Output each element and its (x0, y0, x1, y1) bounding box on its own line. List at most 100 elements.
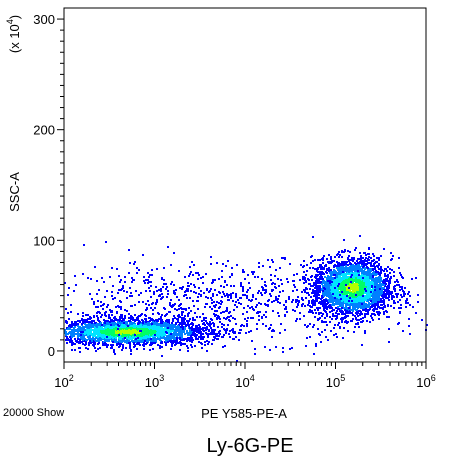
event-dot (385, 295, 387, 297)
event-dot (374, 266, 376, 268)
event-dot (86, 339, 88, 341)
event-dot (374, 291, 376, 293)
event-dot (154, 342, 156, 344)
event-dot (330, 258, 332, 260)
event-dot (348, 311, 350, 313)
event-dot (357, 306, 359, 308)
event-dot (71, 329, 73, 331)
event-dot (399, 299, 401, 301)
event-dot (92, 335, 94, 337)
event-dot (316, 275, 318, 277)
event-dot (325, 264, 327, 266)
event-dot (338, 256, 340, 258)
event-dot (381, 304, 383, 306)
event-dot (120, 326, 122, 328)
event-dot (142, 337, 144, 339)
event-dot (386, 287, 388, 289)
event-dot (160, 324, 162, 326)
event-dot (328, 299, 330, 301)
event-dot (326, 303, 328, 305)
event-dot (328, 306, 330, 308)
event-dot (201, 343, 203, 345)
event-dot (351, 257, 353, 259)
event-dot (166, 329, 168, 331)
event-dot (175, 334, 177, 336)
event-dot (84, 329, 86, 331)
event-dot (384, 273, 386, 275)
event-dot (120, 343, 122, 345)
event-dot (372, 283, 374, 285)
event-dot (192, 332, 194, 334)
event-dot (86, 332, 88, 334)
event-dot (367, 283, 369, 285)
event-dot (238, 339, 240, 341)
event-dot (358, 302, 360, 304)
event-dot (172, 320, 174, 322)
event-dot (129, 330, 131, 332)
event-dot (196, 329, 198, 331)
event-dot (377, 271, 379, 273)
event-dot (330, 256, 332, 258)
event-dot (378, 257, 380, 259)
event-dot (338, 275, 340, 277)
event-dot (316, 280, 318, 282)
event-dot (360, 318, 362, 320)
event-dot (400, 304, 402, 306)
event-dot (383, 287, 385, 289)
event-dot (171, 324, 173, 326)
event-dot (125, 335, 127, 337)
event-dot (97, 319, 99, 321)
event-dot (116, 341, 118, 343)
event-dot (352, 267, 354, 269)
event-dot (114, 341, 116, 343)
event-dot (158, 326, 160, 328)
event-dot (367, 258, 369, 260)
event-dot (319, 317, 321, 319)
event-dot (296, 289, 298, 291)
event-dot (111, 327, 113, 329)
event-dot (347, 273, 349, 275)
event-dot (149, 344, 151, 346)
event-dot (172, 330, 174, 332)
event-dot (198, 330, 200, 332)
event-dot (144, 333, 146, 335)
event-dot (168, 325, 170, 327)
event-dot (142, 328, 144, 330)
event-dot (393, 271, 395, 273)
event-dot (364, 252, 366, 254)
event-dot (368, 289, 370, 291)
event-dot (321, 315, 323, 317)
event-dot (200, 338, 202, 340)
event-dot (144, 328, 146, 330)
event-dot (312, 290, 314, 292)
event-dot (351, 288, 353, 290)
event-dot (121, 335, 123, 337)
event-dot (352, 260, 354, 262)
event-dot (392, 295, 394, 297)
event-dot (326, 288, 328, 290)
event-dot (153, 326, 155, 328)
event-dot (229, 330, 231, 332)
event-dot (376, 284, 378, 286)
event-dot (399, 272, 401, 274)
event-dot (133, 330, 135, 332)
event-dot (82, 320, 84, 322)
event-dot (378, 314, 380, 316)
event-dot (273, 330, 275, 332)
event-dot (341, 313, 343, 315)
event-dot (326, 313, 328, 315)
event-dot (411, 278, 413, 280)
event-dot (181, 337, 183, 339)
event-dot (125, 328, 127, 330)
event-dot (383, 311, 385, 313)
event-dot (145, 315, 147, 317)
event-dot (173, 338, 175, 340)
event-dot (360, 296, 362, 298)
event-dot (336, 293, 338, 295)
event-dot (380, 266, 382, 268)
event-dot (200, 334, 202, 336)
event-dot (82, 334, 84, 336)
event-dot (192, 319, 194, 321)
event-dot (146, 342, 148, 344)
event-dot (126, 321, 128, 323)
